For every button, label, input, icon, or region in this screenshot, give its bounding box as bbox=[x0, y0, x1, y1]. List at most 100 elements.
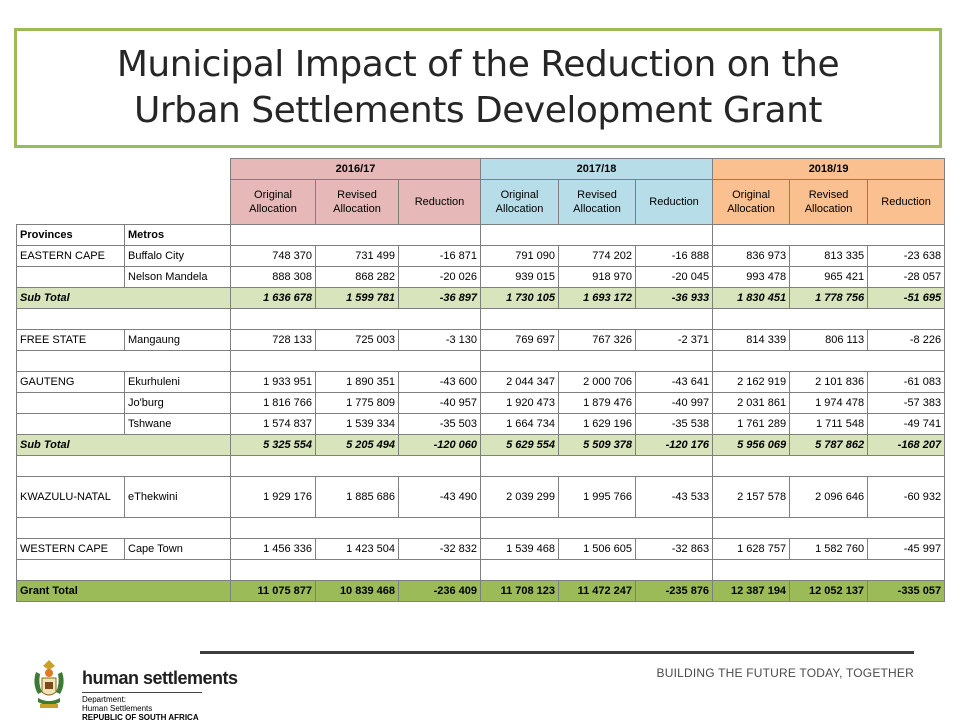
table-row: FREE STATE Mangaung 728 133 725 003 -3 130 76… bbox=[16, 329, 946, 351]
year-header-2016: 2016/17 bbox=[229, 158, 482, 180]
coat-of-arms-icon bbox=[34, 660, 64, 708]
empty-cell bbox=[16, 559, 231, 581]
value-cell: 1 778 756 bbox=[789, 287, 869, 309]
value-cell: 993 478 bbox=[712, 266, 791, 288]
metro-cell: Cape Town bbox=[124, 538, 231, 560]
value-cell: 1 761 289 bbox=[712, 413, 791, 435]
value-cell: 5 629 554 bbox=[480, 434, 560, 456]
col-original-2018: Original Allocation bbox=[712, 179, 791, 225]
value-cell: 1 730 105 bbox=[480, 287, 560, 309]
empty-cell bbox=[16, 455, 231, 477]
value-cell: -35 503 bbox=[397, 413, 482, 435]
value-cell: -43 600 bbox=[397, 371, 482, 393]
value-cell: -51 695 bbox=[867, 287, 946, 309]
department-divider bbox=[82, 692, 202, 693]
empty-cell bbox=[712, 350, 946, 372]
value-cell: -23 638 bbox=[867, 245, 946, 267]
empty-cell bbox=[480, 517, 714, 539]
subtotal-row: Sub Total 1 636 678 1 599 781 -36 897 1 730 … bbox=[16, 287, 946, 309]
value-cell: -61 083 bbox=[867, 371, 946, 393]
value-cell: 1 933 951 bbox=[230, 371, 316, 393]
value-cell: 1 974 478 bbox=[789, 392, 869, 414]
subtotal-label: Sub Total bbox=[16, 287, 231, 309]
empty-cell bbox=[712, 224, 946, 246]
value-cell: 1 711 548 bbox=[789, 413, 869, 435]
empty-cell bbox=[480, 350, 714, 372]
col-original-2016: Original Allocation bbox=[230, 179, 316, 225]
value-cell: 1 664 734 bbox=[480, 413, 560, 435]
value-cell: 1 890 351 bbox=[315, 371, 399, 393]
value-cell: -168 207 bbox=[867, 434, 946, 456]
value-cell: 918 970 bbox=[558, 266, 637, 288]
empty-cell bbox=[229, 559, 482, 581]
value-cell: 2 000 706 bbox=[558, 371, 637, 393]
empty-cell bbox=[229, 308, 482, 330]
metro-cell: Tshwane bbox=[124, 413, 231, 435]
value-cell: 1 995 766 bbox=[558, 476, 637, 518]
table-row: EASTERN CAPE Buffalo City 748 370 731 499 -1… bbox=[16, 245, 946, 267]
page-title: Municipal Impact of the Reduction on the… bbox=[117, 42, 840, 134]
year-header-2017: 2017/18 bbox=[480, 158, 714, 180]
table-row: KWAZULU-NATAL eThekwini 1 929 176 1 885 686… bbox=[16, 476, 946, 518]
footer-tagline: BUILDING THE FUTURE TODAY, TOGETHER bbox=[656, 666, 914, 680]
table-row: Jo'burg 1 816 766 1 775 809 -40 957 1 920 47… bbox=[16, 392, 946, 414]
value-cell: -36 897 bbox=[397, 287, 482, 309]
value-cell: 1 693 172 bbox=[558, 287, 637, 309]
province-cell: KWAZULU-NATAL bbox=[16, 476, 125, 518]
blank-row bbox=[16, 308, 946, 330]
grand-total-row: Grant Total 11 075 877 10 839 468 -236 409 1… bbox=[16, 580, 946, 602]
department-title: Human Settlements bbox=[82, 704, 153, 713]
value-cell: 806 113 bbox=[789, 329, 869, 351]
value-cell: 813 335 bbox=[789, 245, 869, 267]
value-cell: 939 015 bbox=[480, 266, 560, 288]
value-cell: -120 060 bbox=[397, 434, 482, 456]
col-revised-2016: Revised Allocation bbox=[315, 179, 399, 225]
value-cell: 11 472 247 bbox=[558, 580, 637, 602]
value-cell: -40 997 bbox=[635, 392, 714, 414]
metro-cell: Ekurhuleni bbox=[124, 371, 231, 393]
empty-cell bbox=[229, 350, 482, 372]
col-reduction-2017: Reduction bbox=[635, 179, 714, 225]
value-cell: -60 932 bbox=[867, 476, 946, 518]
empty-cell bbox=[480, 455, 714, 477]
province-cell bbox=[16, 413, 125, 435]
value-cell: -235 876 bbox=[635, 580, 714, 602]
empty-cell bbox=[480, 559, 714, 581]
value-cell: 5 509 378 bbox=[558, 434, 637, 456]
value-cell: -20 045 bbox=[635, 266, 714, 288]
value-cell: 2 162 919 bbox=[712, 371, 791, 393]
value-cell: -3 130 bbox=[397, 329, 482, 351]
value-cell: -36 933 bbox=[635, 287, 714, 309]
value-cell: 1 539 334 bbox=[315, 413, 399, 435]
grand-total-label: Grant Total bbox=[16, 580, 231, 602]
metro-cell: eThekwini bbox=[124, 476, 231, 518]
value-cell: 774 202 bbox=[558, 245, 637, 267]
value-cell: 836 973 bbox=[712, 245, 791, 267]
blank-row bbox=[16, 455, 946, 477]
value-cell: -49 741 bbox=[867, 413, 946, 435]
value-cell: 1 929 176 bbox=[230, 476, 316, 518]
value-cell: 1 599 781 bbox=[315, 287, 399, 309]
metro-cell: Mangaung bbox=[124, 329, 231, 351]
value-cell: -43 641 bbox=[635, 371, 714, 393]
value-cell: 748 370 bbox=[230, 245, 316, 267]
value-cell: -20 026 bbox=[397, 266, 482, 288]
header-spacer bbox=[16, 158, 231, 180]
subheader-spacer bbox=[16, 179, 231, 225]
empty-cell bbox=[480, 308, 714, 330]
province-cell: FREE STATE bbox=[16, 329, 125, 351]
empty-cell bbox=[480, 224, 714, 246]
province-cell: EASTERN CAPE bbox=[16, 245, 125, 267]
value-cell: -43 490 bbox=[397, 476, 482, 518]
value-cell: 728 133 bbox=[230, 329, 316, 351]
value-cell: 2 044 347 bbox=[480, 371, 560, 393]
value-cell: -335 057 bbox=[867, 580, 946, 602]
value-cell: 725 003 bbox=[315, 329, 399, 351]
value-cell: -16 871 bbox=[397, 245, 482, 267]
value-cell: 2 157 578 bbox=[712, 476, 791, 518]
table-row: Nelson Mandela 888 308 868 282 -20 026 939 0… bbox=[16, 266, 946, 288]
value-cell: 1 920 473 bbox=[480, 392, 560, 414]
value-cell: 1 885 686 bbox=[315, 476, 399, 518]
value-cell: 1 636 678 bbox=[230, 287, 316, 309]
value-cell: -236 409 bbox=[397, 580, 482, 602]
